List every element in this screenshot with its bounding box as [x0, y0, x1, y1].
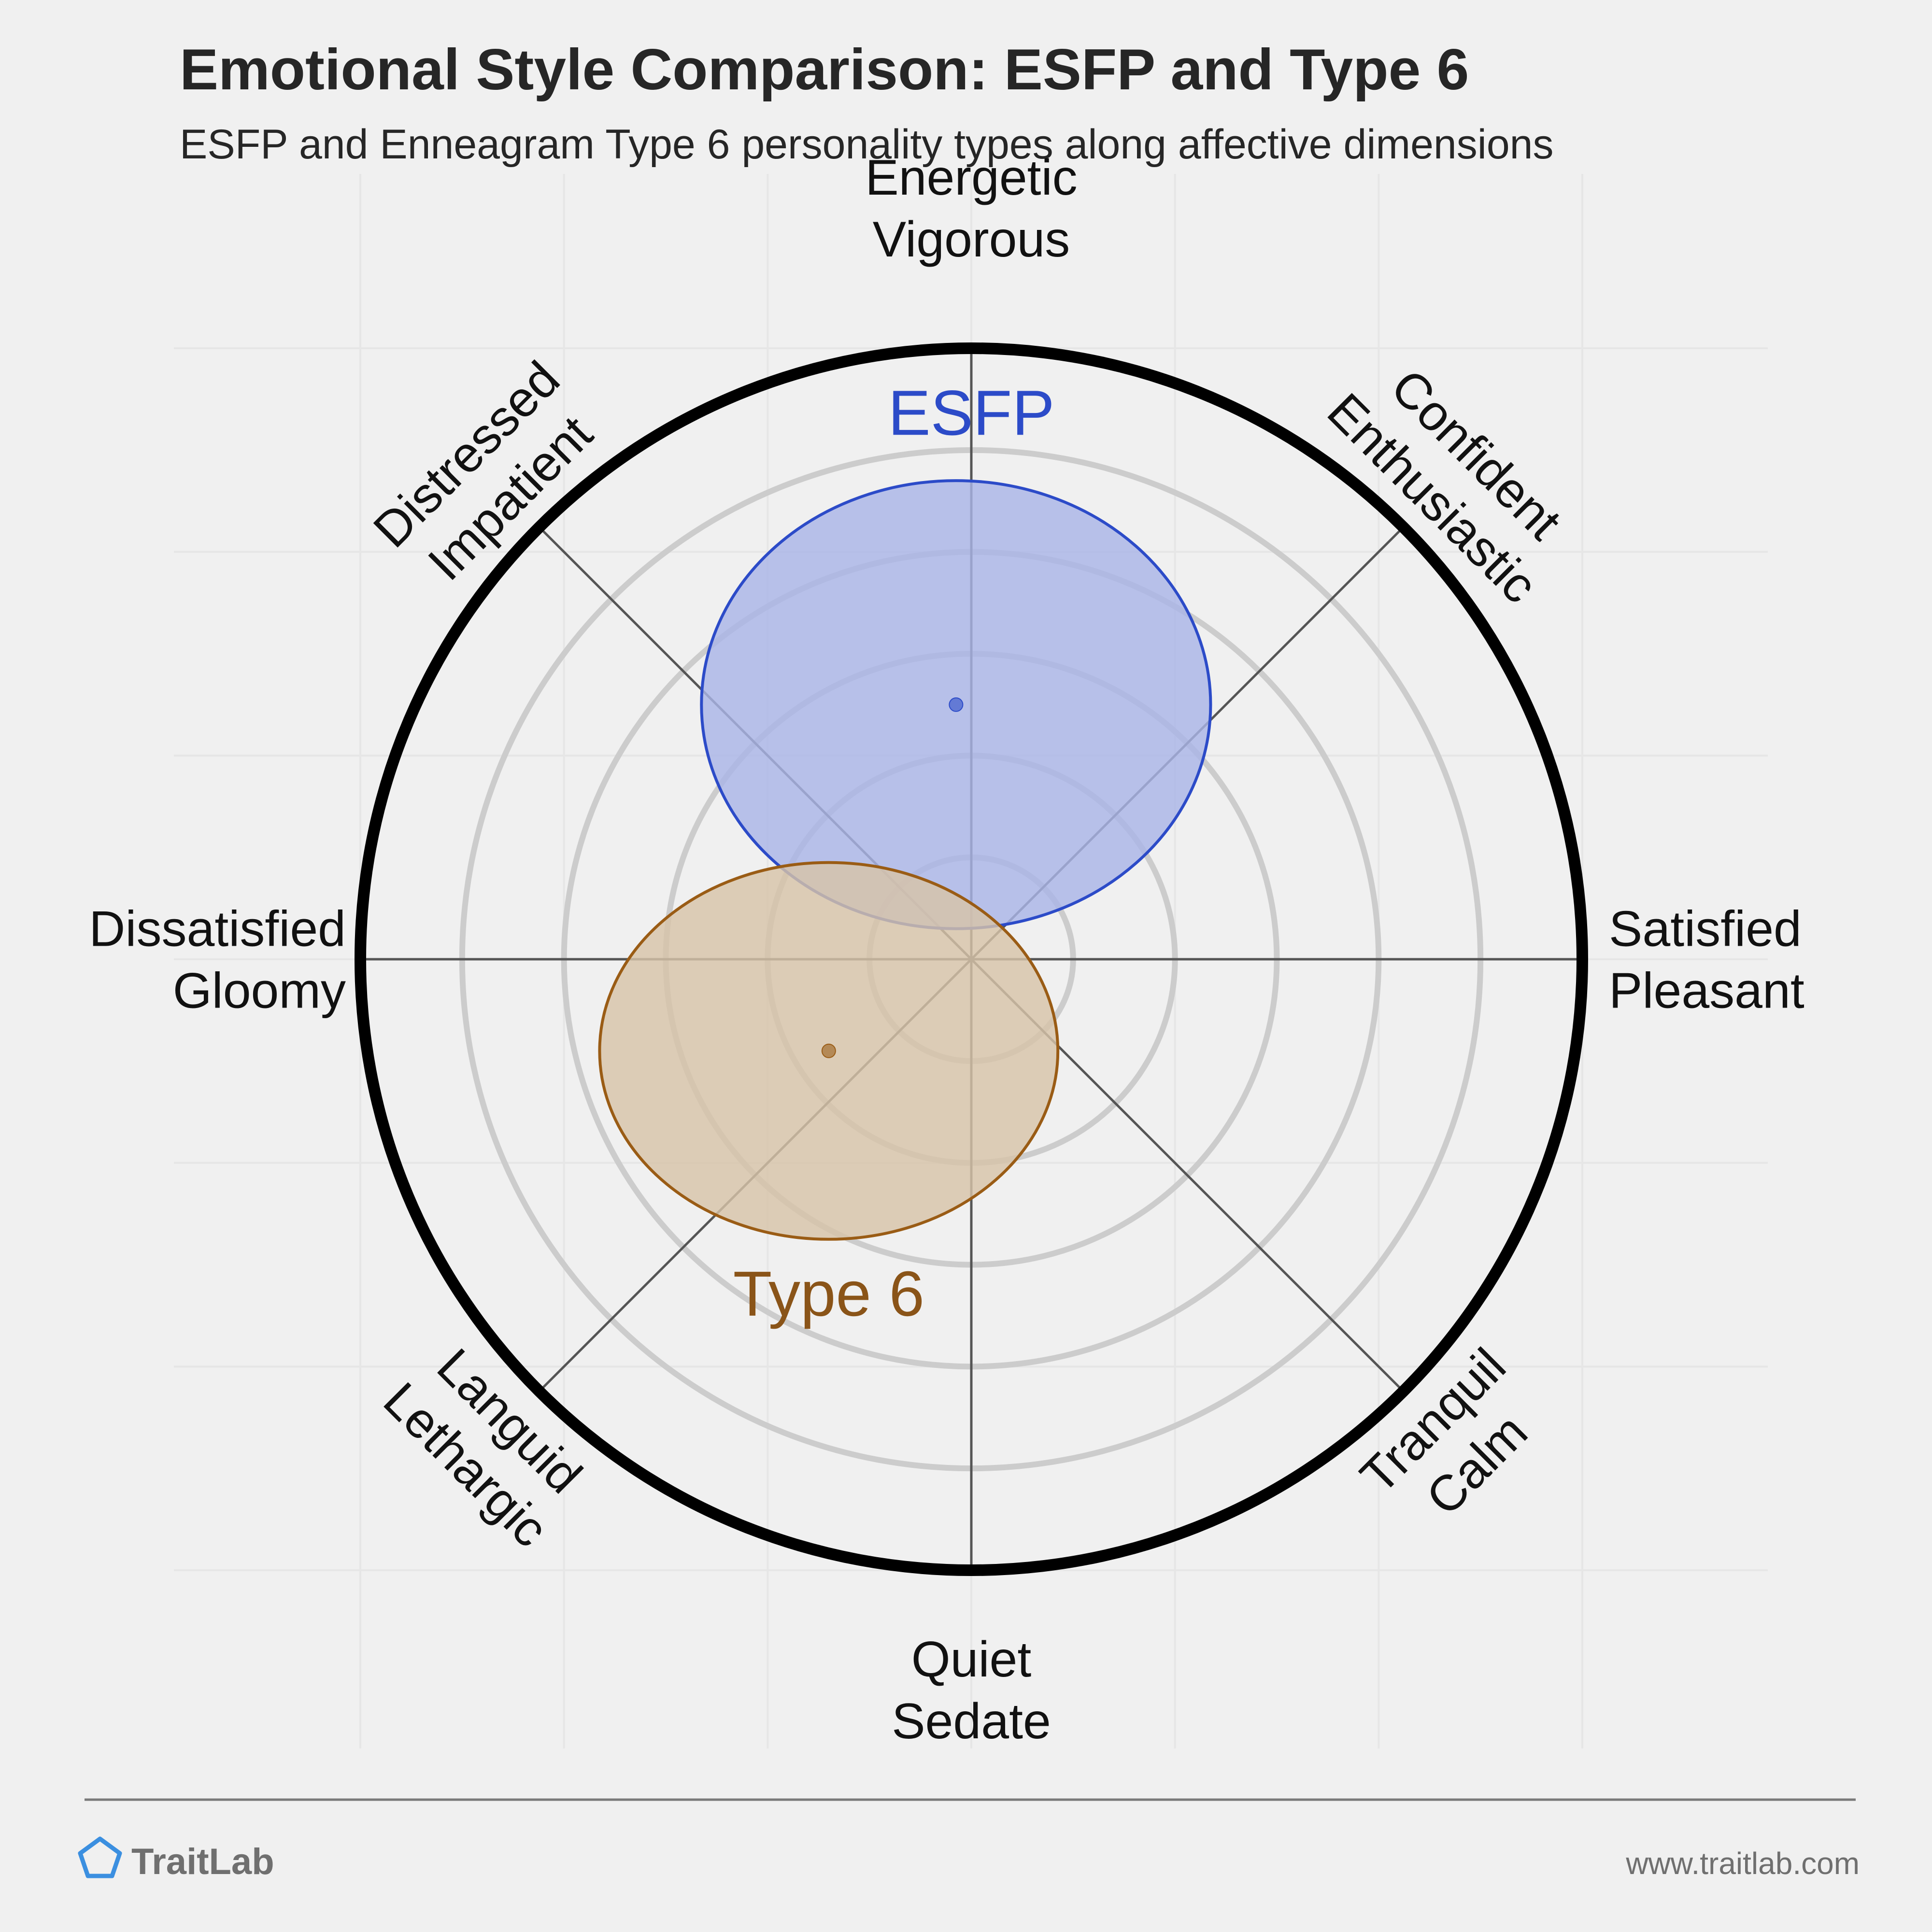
axis-label-satisfied: Satisfied Pleasant: [1609, 901, 1804, 1019]
type-6-label: Type 6: [733, 1258, 924, 1329]
axis-label-line: Energetic: [865, 150, 1077, 206]
axis-label-line: Pleasant: [1609, 963, 1804, 1019]
footer-brand: TraitLab: [131, 1841, 274, 1882]
axis-label-line: Sedate: [892, 1693, 1051, 1749]
series-layer: [598, 479, 1212, 1241]
axis-label-dissatisfied: Dissatisfied Gloomy: [89, 901, 346, 1019]
esfp-center-point: [949, 697, 964, 712]
axis-label-line: Gloomy: [173, 963, 346, 1019]
outer-ring: [355, 342, 1588, 1576]
axis-label-line: Quiet: [911, 1632, 1032, 1688]
type-6-center-point: [821, 1043, 836, 1058]
pentagon-logo-icon: [78, 1836, 122, 1878]
chart-subtitle: ESFP and Enneagram Type 6 personality ty…: [180, 121, 1554, 168]
axis-label-line: Satisfied: [1609, 901, 1802, 957]
axis-label-quiet: Quiet Sedate: [892, 1632, 1051, 1749]
chart-title: Emotional Style Comparison: ESFP and Typ…: [180, 37, 1469, 102]
axis-label-line: Dissatisfied: [89, 901, 346, 957]
axis-label-line: Vigorous: [873, 212, 1070, 268]
footer-url: www.traitlab.com: [1625, 1846, 1860, 1881]
series-labels: ESFP Type 6: [733, 377, 1055, 1329]
outer-ring-layer: [355, 342, 1588, 1576]
axis-label-energetic: Energetic Vigorous: [865, 150, 1077, 268]
esfp-label: ESFP: [888, 377, 1055, 448]
